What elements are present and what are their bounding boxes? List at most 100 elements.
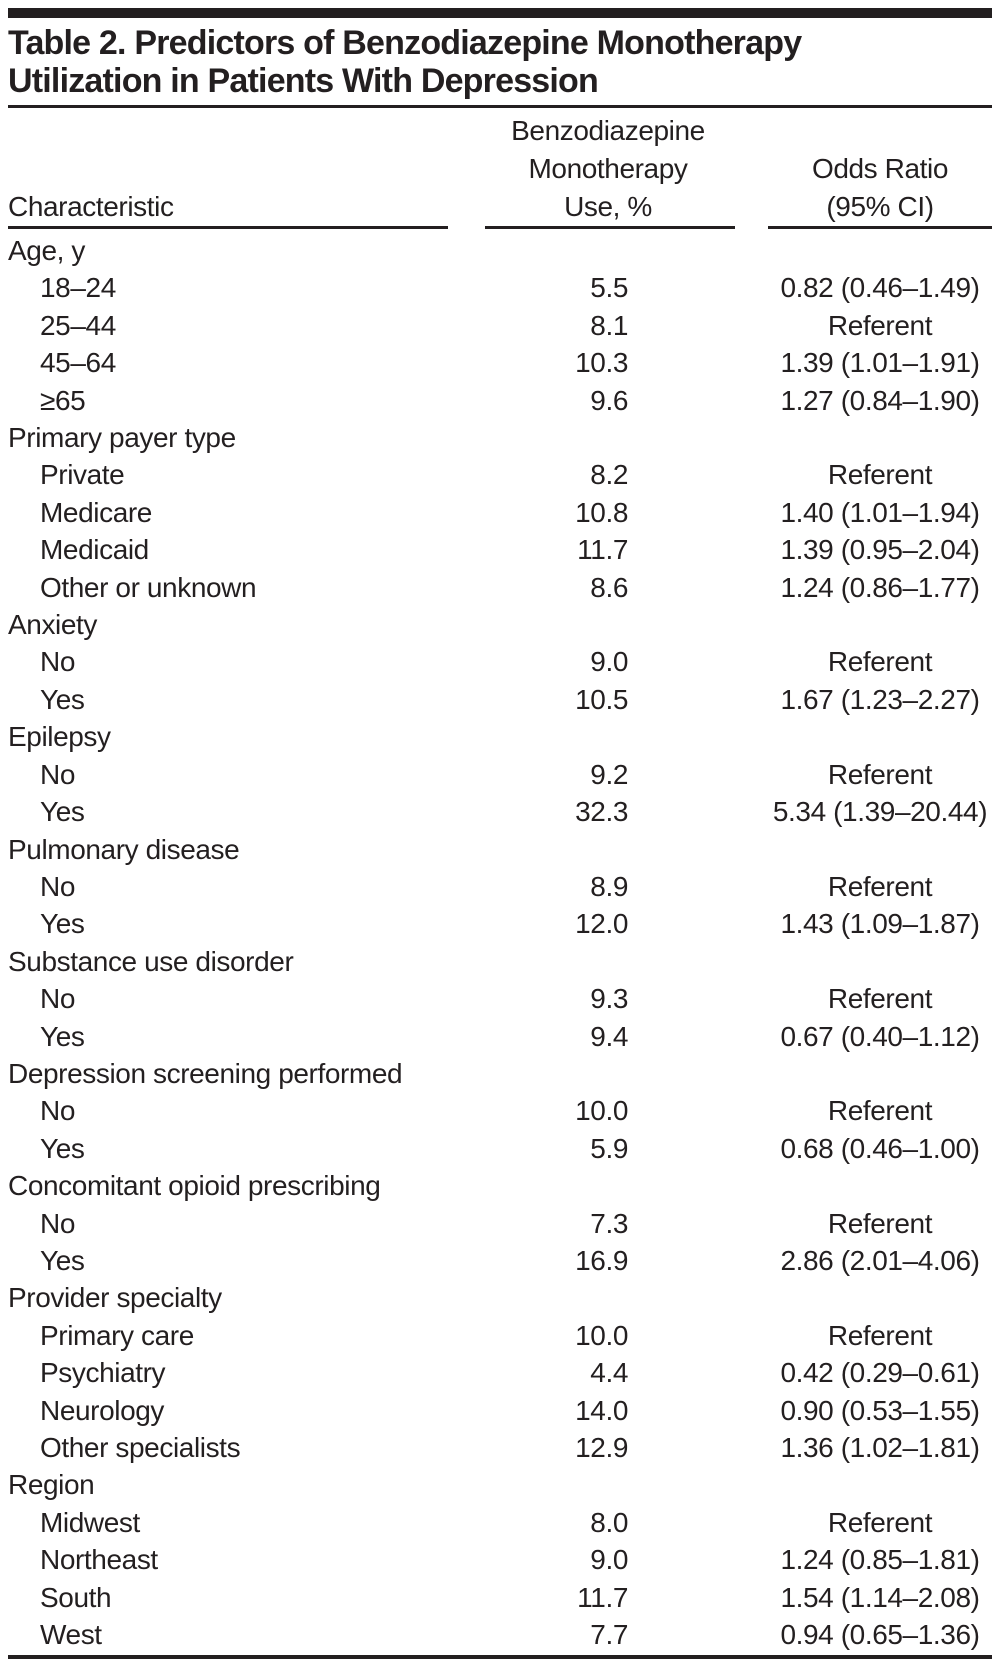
odds-ratio-cell: 5.34 (1.39–20.44) bbox=[772, 796, 988, 828]
odds-ratio-cell: 1.36 (1.02–1.81) bbox=[780, 1432, 980, 1463]
characteristic-label: Yes bbox=[40, 1020, 85, 1052]
use-percent-cell: 8.9 bbox=[590, 870, 628, 902]
characteristic-cell: Private bbox=[8, 456, 448, 493]
odds-ratio-cell: 1.24 (0.85–1.81) bbox=[780, 1544, 980, 1576]
characteristic-label: Medicare bbox=[40, 496, 152, 528]
odds-ratio-cell: 0.90 (0.53–1.55) bbox=[780, 1394, 980, 1426]
table-row: Private 8.2 Referent bbox=[8, 456, 992, 493]
odds-ratio-cell: 0.82 (0.46–1.49) bbox=[780, 272, 980, 304]
table-row: No 9.3 Referent bbox=[8, 980, 992, 1017]
use-percent-cell: 8.1 bbox=[590, 309, 628, 341]
odds-ratio-cell: Referent bbox=[827, 983, 933, 1015]
use-percent-cell: 5.5 bbox=[590, 272, 628, 304]
characteristic-cell: Anxiety bbox=[8, 606, 448, 643]
table-row: ≥65 9.6 1.27 (0.84–1.90) bbox=[8, 382, 992, 419]
table-row: Medicaid 11.7 1.39 (0.95–2.04) bbox=[8, 531, 992, 568]
use-header-line-1: Benzodiazepine bbox=[511, 115, 705, 146]
use-percent-cell bbox=[448, 1279, 768, 1316]
odds-ratio-cell bbox=[768, 229, 992, 269]
odds-ratio-cell bbox=[768, 606, 992, 643]
use-percent-cell: 9.6 bbox=[590, 384, 628, 416]
characteristic-cell: No bbox=[8, 1092, 448, 1129]
characteristic-cell: No bbox=[8, 980, 448, 1017]
characteristic-cell: Psychiatry bbox=[8, 1354, 448, 1391]
characteristic-label: No bbox=[40, 646, 75, 678]
table-row: Northeast 9.0 1.24 (0.85–1.81) bbox=[8, 1541, 992, 1578]
use-percent-cell: 8.0 bbox=[590, 1506, 628, 1538]
characteristic-cell: Substance use disorder bbox=[8, 943, 448, 980]
odds-ratio-cell bbox=[768, 419, 992, 456]
characteristic-label: Region bbox=[8, 1469, 95, 1501]
odds-ratio-cell: Referent bbox=[827, 309, 933, 341]
characteristic-label: West bbox=[40, 1619, 102, 1651]
characteristic-cell: No bbox=[8, 1205, 448, 1242]
characteristic-cell: 45–64 bbox=[8, 344, 448, 381]
characteristic-label: 25–44 bbox=[40, 309, 116, 341]
use-header-line-2: Monotherapy bbox=[528, 153, 688, 184]
table-row: Anxiety bbox=[8, 606, 992, 643]
column-header-characteristic-label: Characteristic bbox=[8, 191, 174, 222]
characteristic-cell: West bbox=[8, 1616, 448, 1653]
odds-ratio-cell: 1.39 (0.95–2.04) bbox=[780, 534, 980, 566]
use-percent-cell: 9.4 bbox=[590, 1020, 628, 1052]
characteristic-cell: Yes bbox=[8, 793, 448, 830]
use-percent-cell: 10.5 bbox=[575, 683, 628, 715]
use-percent-cell bbox=[448, 229, 768, 269]
use-percent-cell: 9.3 bbox=[590, 983, 628, 1015]
characteristic-label: Neurology bbox=[40, 1394, 165, 1426]
characteristic-label: No bbox=[40, 870, 75, 902]
characteristic-cell: Midwest bbox=[8, 1504, 448, 1541]
use-percent-cell bbox=[448, 943, 768, 980]
characteristic-label: Yes bbox=[40, 796, 85, 828]
table-row: Epilepsy bbox=[8, 718, 992, 755]
use-header-line-3: Use, % bbox=[564, 191, 652, 222]
table-row: Provider specialty bbox=[8, 1279, 992, 1316]
odds-header-line-1: Odds Ratio bbox=[811, 153, 949, 184]
characteristic-label: Pulmonary disease bbox=[8, 833, 240, 865]
odds-ratio-cell: 0.42 (0.29–0.61) bbox=[780, 1357, 980, 1389]
table-row: Concomitant opioid prescribing bbox=[8, 1167, 992, 1204]
characteristic-label: Substance use disorder bbox=[8, 945, 294, 977]
odds-ratio-cell bbox=[768, 943, 992, 980]
header-row: Characteristic Benzodiazepine Monotherap… bbox=[8, 108, 992, 229]
table-row: No 9.2 Referent bbox=[8, 756, 992, 793]
table-row: Yes 10.5 1.67 (1.23–2.27) bbox=[8, 681, 992, 718]
odds-ratio-cell bbox=[768, 1279, 992, 1316]
predictors-table: Characteristic Benzodiazepine Monotherap… bbox=[8, 108, 992, 1653]
table-row: 45–64 10.3 1.39 (1.01–1.91) bbox=[8, 344, 992, 381]
use-percent-cell: 10.3 bbox=[575, 347, 628, 379]
characteristic-cell: Epilepsy bbox=[8, 718, 448, 755]
table-figure: Table 2. Predictors of Benzodiazepine Mo… bbox=[0, 8, 1000, 1660]
characteristic-cell: Provider specialty bbox=[8, 1279, 448, 1316]
characteristic-label: 45–64 bbox=[40, 347, 116, 379]
use-percent-cell: 9.0 bbox=[590, 646, 628, 678]
table-row: Other specialists 12.9 1.36 (1.02–1.81) bbox=[8, 1429, 992, 1466]
characteristic-label: Depression screening performed bbox=[8, 1057, 403, 1089]
characteristic-cell: No bbox=[8, 868, 448, 905]
characteristic-label: Epilepsy bbox=[8, 721, 111, 753]
characteristic-cell: Yes bbox=[8, 681, 448, 718]
column-header-odds-ratio: Odds Ratio (95% CI) bbox=[768, 108, 992, 229]
table-row: Primary care 10.0 Referent bbox=[8, 1317, 992, 1354]
characteristic-label: Primary care bbox=[40, 1319, 194, 1351]
characteristic-cell: 18–24 bbox=[8, 269, 448, 306]
characteristic-label: Yes bbox=[40, 1244, 85, 1276]
use-percent-cell: 9.2 bbox=[590, 758, 628, 790]
use-percent-cell: 10.0 bbox=[575, 1319, 628, 1351]
characteristic-label: Other or unknown bbox=[40, 571, 257, 603]
use-percent-cell: 8.2 bbox=[590, 459, 628, 491]
use-percent-cell bbox=[448, 1167, 768, 1204]
characteristic-cell: Yes bbox=[8, 1242, 448, 1279]
characteristic-label: Psychiatry bbox=[40, 1357, 166, 1389]
characteristic-cell: Region bbox=[8, 1466, 448, 1503]
odds-ratio-cell bbox=[768, 831, 992, 868]
characteristic-label: Midwest bbox=[40, 1506, 140, 1538]
odds-ratio-cell: 1.27 (0.84–1.90) bbox=[780, 384, 980, 416]
odds-ratio-cell: Referent bbox=[827, 646, 933, 678]
use-percent-cell bbox=[448, 831, 768, 868]
odds-ratio-cell: 2.86 (2.01–4.06) bbox=[780, 1244, 980, 1276]
characteristic-label: Private bbox=[40, 459, 125, 491]
use-percent-cell bbox=[448, 718, 768, 755]
characteristic-label: No bbox=[40, 1095, 75, 1127]
table-row: Yes 12.0 1.43 (1.09–1.87) bbox=[8, 905, 992, 942]
